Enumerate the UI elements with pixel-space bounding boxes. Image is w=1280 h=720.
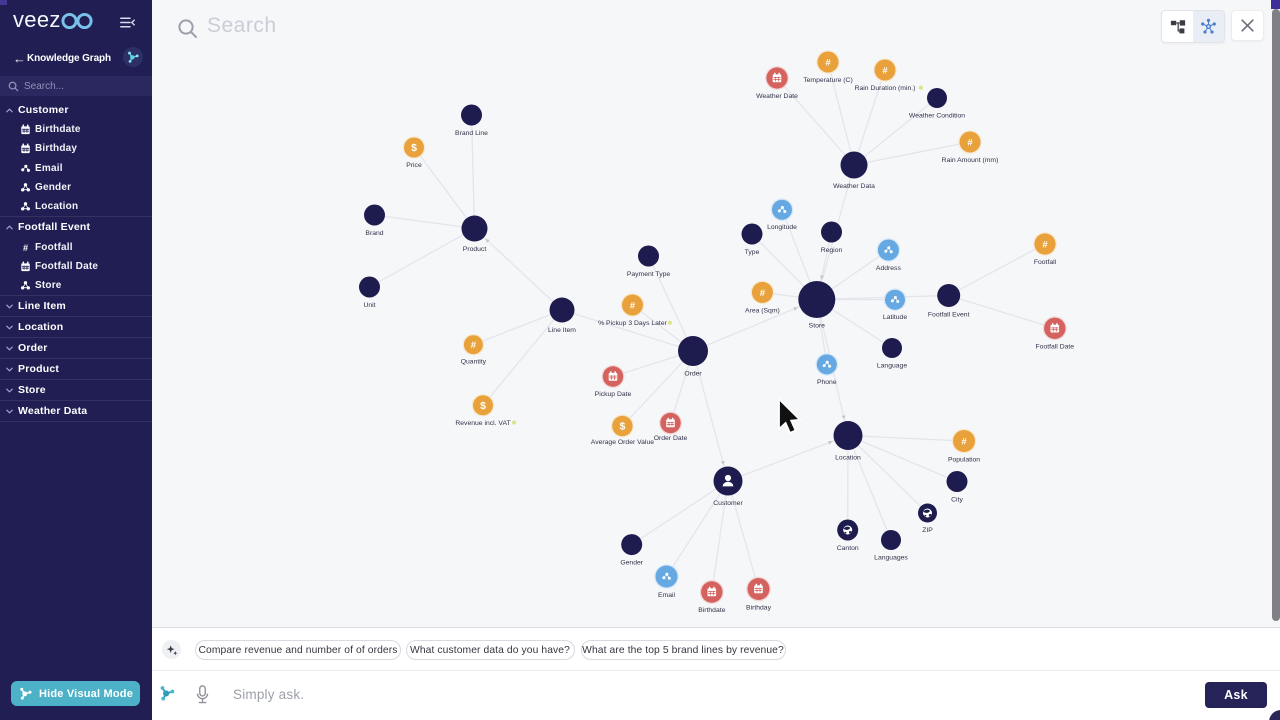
svg-text:Quantity: Quantity bbox=[461, 359, 487, 366]
svg-text:Footfall Date: Footfall Date bbox=[1036, 344, 1075, 351]
svg-text:Phone: Phone bbox=[817, 379, 837, 386]
svg-text:Store: Store bbox=[809, 323, 825, 330]
svg-text:Order: Order bbox=[684, 371, 702, 378]
svg-text:#: # bbox=[760, 288, 766, 299]
svg-text:Price: Price bbox=[406, 162, 422, 169]
svg-text:$: $ bbox=[411, 142, 417, 154]
svg-text:Canton: Canton bbox=[837, 545, 859, 552]
svg-text:Unit: Unit bbox=[363, 302, 375, 309]
svg-text:Weather Data: Weather Data bbox=[833, 183, 875, 190]
svg-text:Rain Duration (min.): Rain Duration (min.) bbox=[855, 85, 916, 92]
svg-text:Pickup Date: Pickup Date bbox=[595, 391, 632, 398]
svg-text:Latitude: Latitude bbox=[883, 314, 907, 321]
svg-text:#: # bbox=[1042, 239, 1048, 250]
svg-text:City: City bbox=[951, 497, 963, 504]
svg-text:#: # bbox=[961, 436, 967, 447]
svg-text:Languages: Languages bbox=[874, 555, 908, 562]
svg-text:Email: Email bbox=[658, 592, 675, 599]
svg-text:Customer: Customer bbox=[713, 500, 743, 507]
svg-text:Birthday: Birthday bbox=[746, 605, 772, 612]
svg-text:Revenue incl. VAT: Revenue incl. VAT bbox=[455, 420, 510, 427]
svg-text:Address: Address bbox=[876, 265, 902, 272]
svg-text:Birthdate: Birthdate bbox=[698, 607, 725, 614]
svg-text:Type: Type bbox=[745, 249, 760, 256]
svg-text:Longitude: Longitude bbox=[767, 224, 797, 231]
svg-text:Temperature (C): Temperature (C) bbox=[803, 77, 852, 84]
svg-text:Payment Type: Payment Type bbox=[627, 271, 671, 278]
svg-text:Order Date: Order Date bbox=[654, 435, 688, 442]
svg-text:$: $ bbox=[619, 421, 625, 433]
svg-text:#: # bbox=[882, 65, 888, 76]
svg-text:Line Item: Line Item bbox=[548, 327, 576, 334]
svg-text:Region: Region bbox=[821, 247, 843, 254]
svg-text:Footfall Event: Footfall Event bbox=[928, 312, 970, 319]
svg-text:Footfall: Footfall bbox=[1034, 259, 1057, 266]
svg-text:#: # bbox=[23, 243, 28, 253]
svg-text:Gender: Gender bbox=[620, 560, 643, 567]
svg-text:Product: Product bbox=[463, 246, 487, 253]
svg-text:Location: Location bbox=[835, 455, 861, 462]
svg-text:#: # bbox=[825, 57, 831, 68]
svg-text:Area (Sqm): Area (Sqm) bbox=[745, 307, 780, 314]
svg-text:Rain Amount (mm): Rain Amount (mm) bbox=[942, 157, 999, 164]
svg-text:Brand Line: Brand Line bbox=[455, 130, 488, 137]
svg-text:#: # bbox=[967, 137, 973, 148]
svg-text:$: $ bbox=[480, 400, 486, 412]
svg-text:#: # bbox=[630, 300, 636, 311]
svg-text:Average Order Value: Average Order Value bbox=[591, 439, 654, 446]
svg-text:Weather Date: Weather Date bbox=[756, 93, 798, 100]
svg-text:Brand: Brand bbox=[365, 230, 383, 237]
svg-text:Language: Language bbox=[877, 363, 907, 370]
svg-text:% Pickup 3 Days Later: % Pickup 3 Days Later bbox=[598, 320, 667, 327]
svg-text:#: # bbox=[471, 340, 477, 351]
svg-text:Population: Population bbox=[948, 457, 980, 464]
svg-text:ZIP: ZIP bbox=[922, 527, 933, 534]
svg-text:Weather Condition: Weather Condition bbox=[909, 113, 965, 120]
